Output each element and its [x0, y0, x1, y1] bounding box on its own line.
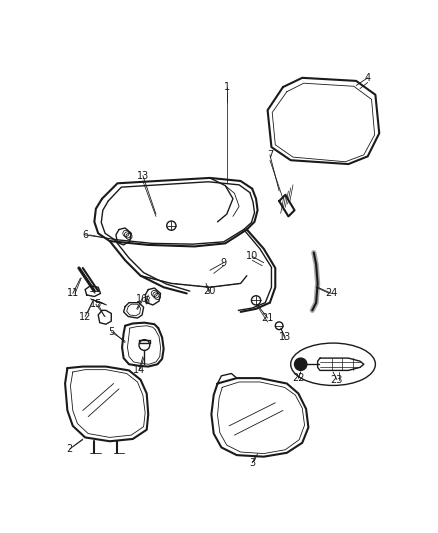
- Text: 21: 21: [261, 313, 274, 323]
- Text: 10: 10: [246, 252, 258, 262]
- Text: 14: 14: [133, 366, 145, 375]
- Text: 5: 5: [108, 327, 114, 337]
- Text: 23: 23: [331, 375, 343, 385]
- Text: 15: 15: [90, 299, 102, 309]
- Text: 13: 13: [279, 332, 291, 342]
- Text: 24: 24: [325, 288, 338, 298]
- Text: 1: 1: [224, 82, 230, 92]
- Text: 2: 2: [67, 444, 73, 454]
- Text: 22: 22: [292, 373, 305, 383]
- Text: 12: 12: [79, 311, 91, 321]
- Text: 20: 20: [204, 286, 216, 296]
- Text: 4: 4: [364, 73, 371, 83]
- Text: 16: 16: [136, 294, 148, 304]
- Text: 7: 7: [267, 150, 273, 160]
- Circle shape: [294, 358, 307, 370]
- Text: 6: 6: [144, 296, 150, 306]
- Text: 6: 6: [82, 230, 88, 240]
- Text: 9: 9: [221, 257, 227, 268]
- Text: 11: 11: [67, 288, 79, 298]
- Text: 13: 13: [137, 171, 149, 181]
- Text: 3: 3: [249, 458, 255, 468]
